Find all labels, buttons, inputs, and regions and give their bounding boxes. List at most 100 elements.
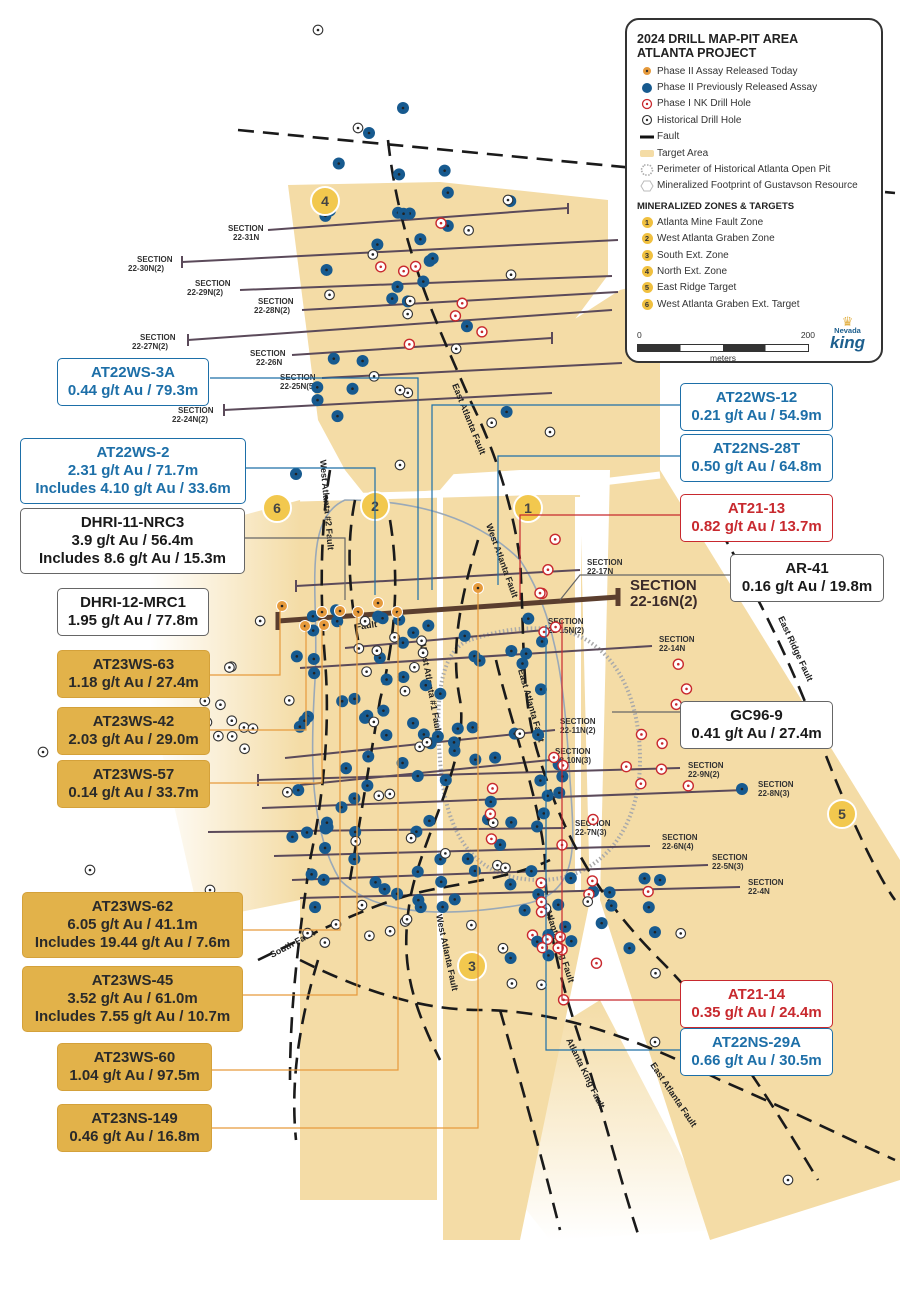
released-today-hole (299, 620, 311, 632)
previously-released-icon (637, 82, 657, 94)
previously-released-hole (439, 774, 452, 787)
historical-hole (368, 370, 380, 382)
callout-value: 1.95 g/t Au / 77.8m (67, 612, 199, 629)
west-atlanta-1-fault (348, 519, 397, 881)
callout-title: AT22NS-29A (712, 1034, 801, 1051)
callout-value: 2.03 g/t Au / 29.0m (68, 731, 199, 748)
historical-hole (544, 426, 556, 438)
previously-released-hole (391, 887, 404, 900)
previously-released-hole (642, 901, 655, 914)
previously-released-hole (422, 619, 435, 632)
previously-released-hole (525, 865, 538, 878)
callout-title: AT21-13 (727, 500, 786, 517)
phase1-hole (672, 658, 684, 670)
leader-at22ws-2 (246, 467, 376, 595)
callout-value: 0.44 g/t Au / 79.3m (67, 382, 199, 399)
west-atlanta-fault (405, 539, 480, 1061)
leader-at21-13 (519, 514, 680, 600)
released-today-hole (352, 606, 364, 618)
historical-hole (417, 647, 429, 659)
previously-released-hole (293, 720, 306, 733)
previously-released-hole (654, 874, 666, 886)
previously-released-hole (648, 926, 661, 939)
historical-hole (487, 817, 499, 829)
phase1-hole (549, 621, 562, 633)
historical-hole (84, 864, 96, 876)
previously-released-hole (290, 650, 303, 663)
previously-released-hole (393, 168, 406, 181)
previously-released-hole (320, 263, 333, 276)
previously-released-hole (438, 164, 451, 177)
historical-hole (497, 942, 509, 954)
legend-label: South Ext. Zone (657, 249, 729, 261)
previously-released-hole (489, 751, 502, 764)
historical-hole (401, 913, 413, 925)
historical-hole (364, 930, 375, 942)
previously-released-hole (623, 942, 636, 955)
previously-released-hole (500, 405, 513, 418)
callout-at22ns-28t: AT22NS-28T 0.50 g/t Au / 64.8m (680, 434, 833, 482)
callout-title: AT21-14 (727, 986, 786, 1003)
phase1-hole (590, 957, 603, 969)
previously-released-hole (484, 795, 497, 808)
zone-badge-icon: 4 (641, 265, 653, 277)
section-label-22-29n: SECTION 22-29N(2) (187, 279, 231, 297)
released-today-hole (316, 606, 328, 618)
historical-hole (536, 979, 547, 991)
historical-hole (352, 122, 364, 134)
previously-released-hole (414, 901, 427, 914)
historical-hole (302, 927, 313, 939)
historical-hole (37, 746, 49, 758)
zone-marker-1: 1 (513, 493, 543, 523)
callout-value: 0.16 g/t Au / 19.8m (741, 578, 873, 595)
fault-line-icon (637, 133, 657, 141)
historical-hole (373, 790, 385, 802)
callout-includes: Includes 7.55 g/t Au / 10.7m (34, 1008, 231, 1025)
leader-at23ws-42 (210, 625, 307, 731)
historical-hole (353, 643, 365, 654)
previously-released-hole (458, 629, 471, 642)
previously-released-hole (307, 652, 320, 665)
historical-hole (582, 896, 594, 907)
previously-released-hole (369, 876, 382, 889)
section-label-22-27n: SECTION 22-27N(2) (132, 333, 176, 351)
legend-label: Atlanta Mine Fault Zone (657, 216, 764, 228)
callout-value: 0.35 g/t Au / 24.4m (691, 1004, 822, 1021)
west-atlanta-2-fault (288, 469, 332, 1081)
historical-hole (399, 685, 411, 697)
historical-hole (324, 289, 335, 301)
previously-released-hole (361, 779, 374, 792)
lower-west-fault (292, 959, 320, 1141)
callout-title: AR-41 (785, 560, 829, 577)
callout-at22ws-2: AT22WS-2 2.31 g/t Au / 71.7m Includes 4.… (20, 438, 246, 504)
legend-label: North Ext. Zone (657, 265, 728, 277)
previously-released-hole (516, 657, 529, 670)
leader-at23ws-63 (210, 608, 281, 676)
target-area-north (288, 182, 608, 495)
legend-row-released-today: Phase II Assay Released Today (637, 63, 871, 79)
south-central-fault (498, 1009, 562, 1231)
leader-at23ns-149 (212, 590, 479, 1129)
previously-released-hole (564, 872, 577, 885)
callout-at22ws-12: AT22WS-12 0.21 g/t Au / 54.9m (680, 383, 833, 431)
historical-hole (247, 723, 259, 734)
section-label-22-11n: SECTION 22-11N(2) (560, 717, 596, 735)
drill-holes (37, 24, 794, 1186)
legend-row-historical: Historical Drill Hole (637, 112, 871, 128)
historical-hole (500, 862, 511, 874)
previously-released-hole (396, 636, 409, 649)
historical-hole (405, 832, 417, 844)
callout-title: AT23NS-149 (91, 1110, 178, 1127)
previously-released-hole (311, 381, 324, 394)
phase1-hole (635, 777, 647, 790)
phase1-hole (536, 941, 549, 954)
previously-released-hole (349, 825, 362, 838)
scale-left-label: 0 (637, 330, 642, 340)
previously-released-hole (414, 233, 427, 246)
callout-title: AT22WS-2 (96, 444, 170, 461)
previously-released-hole (466, 721, 479, 734)
callout-title: AT23WS-62 (91, 898, 174, 915)
callout-title: AT23WS-45 (91, 972, 174, 989)
previously-released-hole (380, 673, 393, 686)
scale-bar: 0 200 meters (637, 330, 815, 363)
